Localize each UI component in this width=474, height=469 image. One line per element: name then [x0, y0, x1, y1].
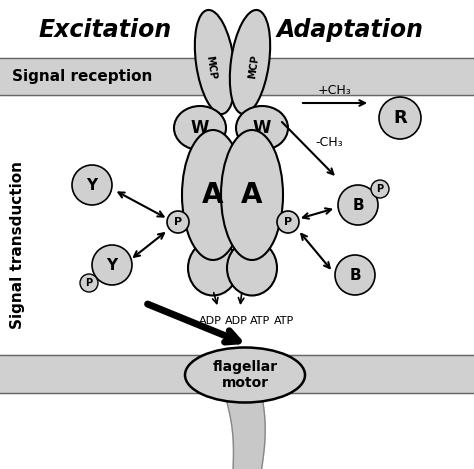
Text: A: A: [202, 181, 224, 209]
Text: Y: Y: [86, 177, 98, 192]
Ellipse shape: [185, 348, 305, 402]
Text: Signal transduction: Signal transduction: [10, 161, 26, 329]
Text: ATP: ATP: [274, 316, 294, 326]
Ellipse shape: [182, 130, 244, 260]
Polygon shape: [227, 402, 265, 469]
Text: +CH₃: +CH₃: [318, 84, 352, 97]
Text: MCP: MCP: [247, 54, 261, 80]
Text: -CH₃: -CH₃: [315, 136, 343, 149]
Text: flagellar
motor: flagellar motor: [212, 360, 278, 390]
Text: B: B: [349, 267, 361, 282]
Ellipse shape: [277, 211, 299, 233]
Ellipse shape: [227, 241, 277, 295]
Ellipse shape: [72, 165, 112, 205]
Text: Adaptation: Adaptation: [276, 18, 423, 42]
Ellipse shape: [236, 106, 288, 150]
Text: ADP: ADP: [225, 316, 247, 326]
Ellipse shape: [335, 255, 375, 295]
Text: Signal reception: Signal reception: [12, 68, 152, 83]
Text: MCP: MCP: [204, 54, 218, 80]
Ellipse shape: [195, 10, 235, 114]
Ellipse shape: [230, 10, 270, 114]
Text: A: A: [241, 181, 263, 209]
Text: W: W: [191, 119, 209, 137]
Text: B: B: [352, 197, 364, 212]
Text: Excitation: Excitation: [38, 18, 172, 42]
Ellipse shape: [338, 185, 378, 225]
Text: P: P: [284, 217, 292, 227]
Ellipse shape: [221, 130, 283, 260]
Text: Y: Y: [107, 257, 118, 272]
Text: W: W: [253, 119, 271, 137]
Text: P: P: [376, 184, 383, 194]
Text: ADP: ADP: [199, 316, 221, 326]
Ellipse shape: [379, 97, 421, 139]
Ellipse shape: [167, 211, 189, 233]
Text: P: P: [85, 278, 92, 288]
Text: ATP: ATP: [250, 316, 270, 326]
Text: P: P: [174, 217, 182, 227]
Ellipse shape: [92, 245, 132, 285]
Text: R: R: [393, 109, 407, 127]
Ellipse shape: [371, 180, 389, 198]
Ellipse shape: [80, 274, 98, 292]
Ellipse shape: [188, 241, 238, 295]
Ellipse shape: [174, 106, 226, 150]
